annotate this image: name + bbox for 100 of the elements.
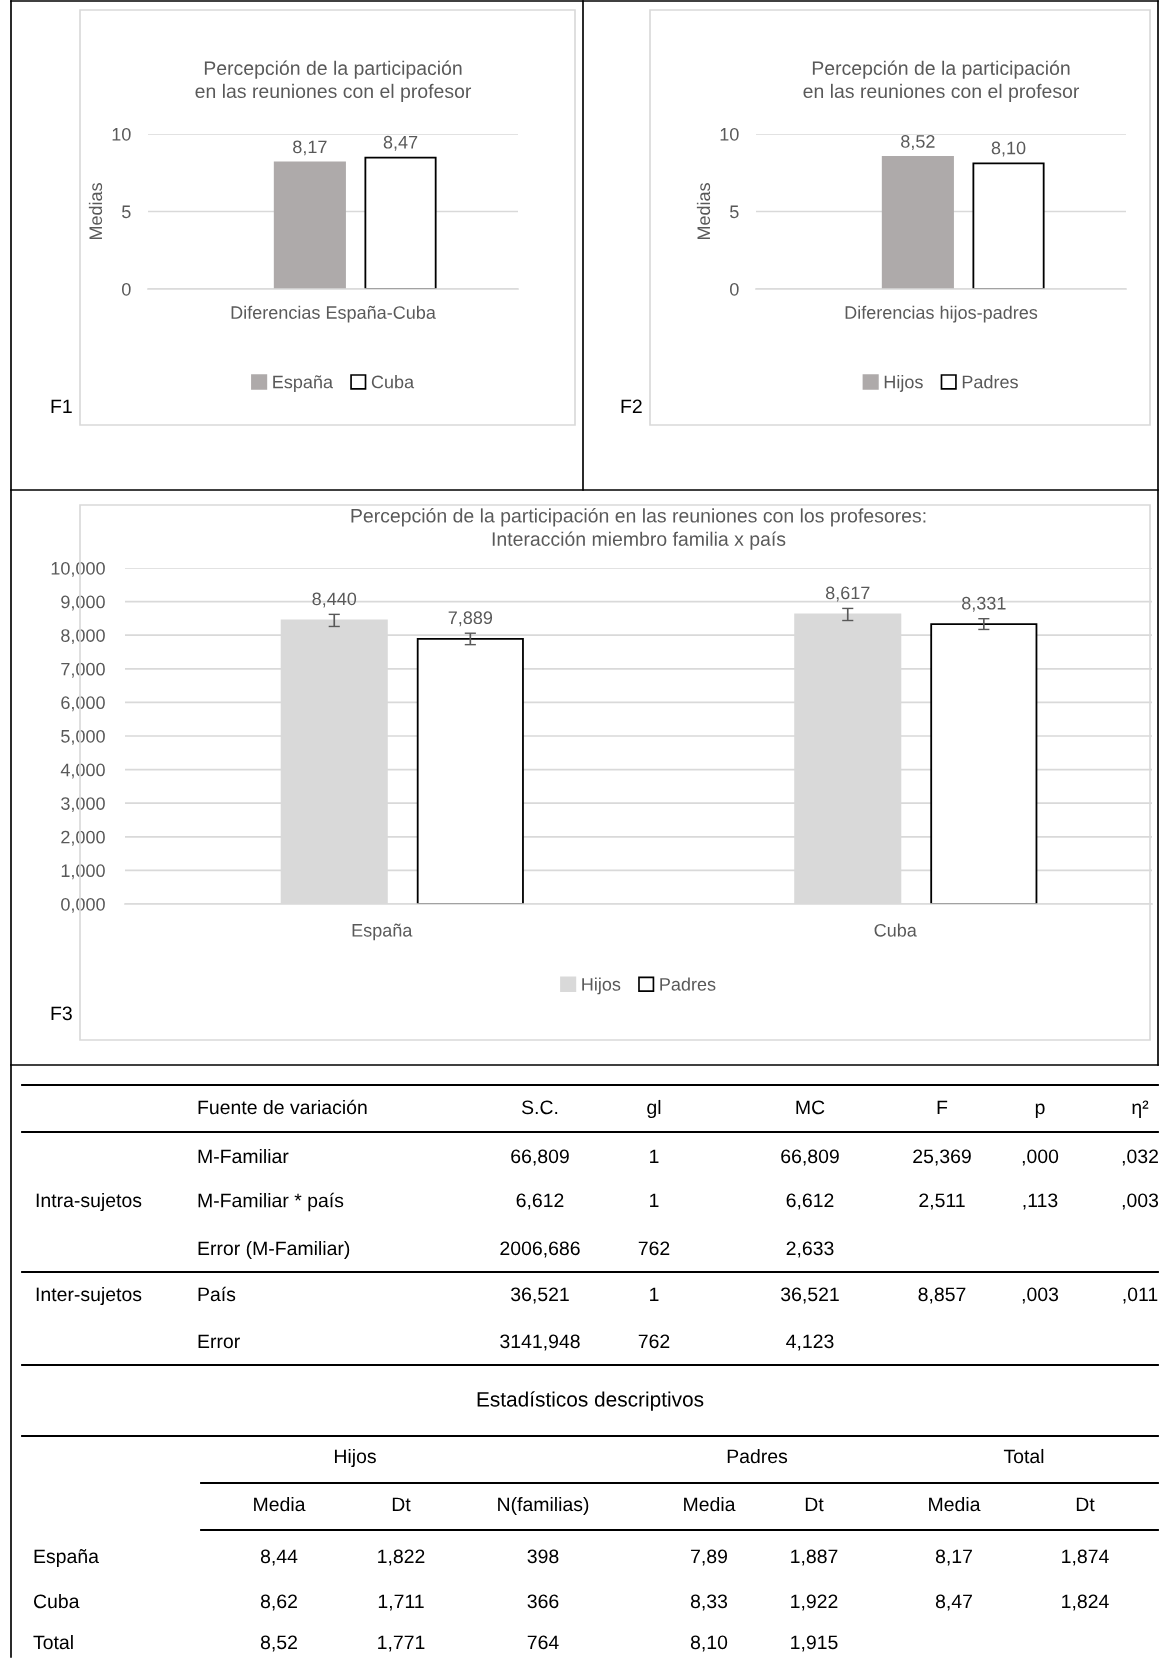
text: 1 [650,1193,659,1208]
legend-label: Hijos [884,375,923,392]
text: 3141,948 [500,1334,580,1351]
text: Dt [392,1497,411,1512]
text: Media [254,1496,306,1512]
chart-title: Percepción de la participación en las reuniones con el profesor [195,60,472,102]
y-tick-label: 9,000 [61,595,105,611]
text: 1,874 [1062,1549,1109,1566]
text: Padres [727,1448,788,1464]
y-tick-label: 5 [730,205,739,219]
y-tick-label: 0 [122,282,131,296]
text: Error (M-Familiar) [198,1240,350,1260]
text: F1 [51,399,72,414]
text: País [198,1286,236,1302]
text: gl [647,1099,661,1119]
data-label: 8,617 [825,586,870,602]
legend-label: Padres [962,375,1018,389]
y-tick-label: 5,000 [61,729,105,745]
text: 4,123 [786,1334,834,1351]
text: Total [1003,1448,1044,1464]
text: 8,33 [690,1594,728,1611]
text: Error [198,1334,240,1349]
y-tick-label: 4,000 [60,763,105,779]
data-label: 8,17 [293,140,327,156]
y-tick-label: 10 [112,127,131,141]
legend-label: Hijos [582,977,621,995]
x-tick-label: Diferencias hijos-padres [845,305,1038,323]
text: ,011 [1123,1287,1158,1304]
text: Intra-sujetos [36,1192,142,1212]
text: S.C. [521,1100,558,1115]
text: 66,809 [781,1149,839,1166]
text: Dt [1076,1497,1095,1512]
text: Inter-sujetos [36,1286,142,1306]
text: 6,612 [516,1193,564,1210]
y-axis-title: Medias [88,183,103,240]
text: 7,89 [691,1549,727,1566]
legend-label: Padres [660,977,716,991]
text: 25,369 [913,1149,971,1166]
text: 36,521 [511,1287,569,1304]
legend-label: España [273,375,334,392]
text: p [1035,1103,1045,1119]
text: Fuente de variación [198,1099,367,1115]
text: 1 [650,1287,659,1302]
text: F2 [621,399,642,414]
text: 2006,686 [500,1241,580,1258]
text: España [34,1549,99,1568]
text: 2,633 [786,1241,834,1258]
text: Total [33,1634,73,1650]
text: η² [1132,1100,1149,1119]
text: MC [796,1100,825,1115]
text: 1,771 [378,1635,425,1652]
text: 8,62 [260,1594,297,1611]
text: 1,922 [791,1594,838,1611]
text: 6,612 [786,1193,834,1210]
text: F3 [51,1006,72,1021]
text: M-Familiar [198,1148,289,1164]
y-tick-label: 10,000 [51,561,105,577]
y-axis-title: Medias [696,183,711,240]
y-tick-label: 8,000 [61,629,105,645]
text: 8,10 [690,1635,728,1652]
data-label: 8,52 [901,135,935,150]
text: 66,809 [511,1149,569,1166]
text: 8,857 [918,1287,966,1304]
text: 8,44 [260,1549,298,1566]
text: Media [929,1496,981,1512]
y-tick-label: 0,000 [61,897,105,913]
data-label: 8,331 [962,596,1006,612]
text: M-Familiar * país [198,1192,344,1212]
text: 366 [527,1594,559,1609]
data-label: 8,10 [991,141,1026,157]
text: 1,711 [378,1594,424,1611]
y-tick-label: 6,000 [61,696,105,712]
data-label: 8,47 [383,135,418,151]
y-tick-label: 10 [720,127,739,141]
x-tick-label: Diferencias España-Cuba [231,305,436,323]
text: ,003 [1022,1287,1059,1304]
y-tick-label: 5 [122,205,131,219]
text: 1 [650,1149,659,1164]
text: 8,47 [935,1594,972,1611]
text: 762 [638,1334,670,1349]
y-tick-label: 2,000 [61,830,105,846]
text: 1,822 [378,1549,425,1566]
text: 762 [638,1241,670,1256]
text: ,000 [1022,1149,1059,1166]
text: 8,17 [935,1549,972,1566]
text: 36,521 [781,1287,839,1304]
text: ,113 [1023,1193,1058,1210]
data-label: 7,889 [448,611,493,627]
legend-label: Cuba [371,375,415,389]
text: 1,915 [791,1635,838,1652]
text: 1,824 [1062,1594,1109,1611]
chart-title: Percepción de la participación en las reuniones con el profesor [803,60,1080,102]
text: 2,511 [919,1193,965,1210]
y-tick-label: 3,000 [61,797,105,813]
text: 764 [527,1635,559,1650]
text: F [937,1100,948,1115]
text: ,003 [1122,1193,1159,1210]
data-label: 8,440 [312,592,357,608]
chart-title: Percepción de la participación en las reuniones con los profesores: Interacción miembro familia x país [351,508,926,550]
text: 8,52 [260,1635,297,1652]
